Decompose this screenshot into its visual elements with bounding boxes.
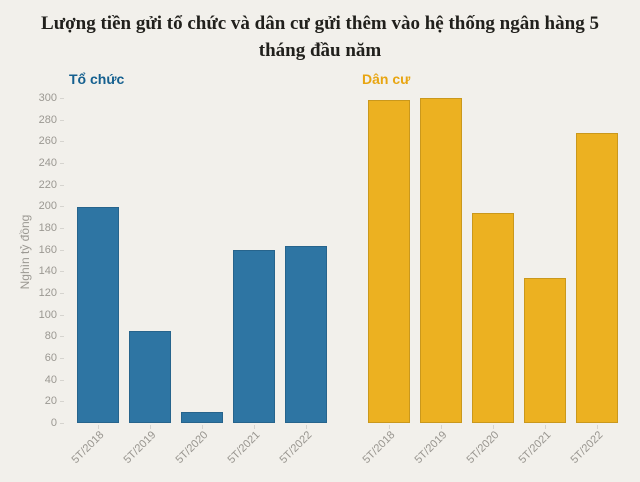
y-tick-label-80: 80	[44, 330, 57, 343]
x-tick-mark	[306, 425, 307, 429]
y-axis: 0 20 40 60 80 100 120 140 160 180 200 220 240 260 280 3…	[0, 93, 64, 429]
bar-5T-2021	[233, 250, 275, 423]
y-tick-mark	[60, 358, 64, 359]
y-tick-label-260: 260	[38, 135, 57, 148]
y-tick-mark	[60, 249, 64, 251]
y-tick-mark	[60, 228, 64, 229]
x-tick-label-5T-2019: 5T/2019	[412, 429, 450, 467]
x-tick-label-5T-2022: 5T/2022	[277, 429, 315, 467]
bar-5T-2021	[524, 278, 566, 423]
bar-5T-2022	[576, 133, 618, 423]
bar-5T-2019	[420, 98, 462, 423]
y-tick-label-0: 0	[50, 417, 57, 429]
x-tick-mark	[202, 425, 203, 429]
bar-5T-2020	[472, 213, 514, 423]
bar-5T-2019	[129, 331, 171, 423]
y-tick-mark	[60, 401, 64, 403]
y-tick-label-60: 60	[44, 352, 57, 364]
y-tick-mark	[60, 423, 64, 424]
y-tick-label-160: 160	[38, 243, 57, 256]
x-tick-mark	[441, 425, 442, 429]
x-tick-mark	[150, 425, 151, 429]
y-tick-mark	[60, 184, 64, 186]
x-tick-label-5T-2020: 5T/2020	[173, 429, 211, 467]
y-tick-mark	[60, 98, 64, 99]
bar-plot-residents: 5T/2018 5T/2019 5T/2020 5T/2021 5T/2022	[357, 98, 623, 466]
y-tick-label-240: 240	[38, 157, 57, 169]
x-tick-label-5T-2020: 5T/2020	[464, 429, 502, 467]
x-tick-label-5T-2019: 5T/2019	[121, 429, 159, 467]
x-tick-mark	[545, 425, 546, 429]
y-tick-mark	[60, 119, 64, 121]
y-tick-label-100: 100	[38, 308, 57, 321]
bar-5T-2018	[77, 207, 119, 423]
x-tick-label-5T-2018: 5T/2018	[360, 429, 398, 467]
y-tick-label-140: 140	[38, 265, 57, 278]
y-tick-label-220: 220	[38, 178, 57, 191]
series-label-organizations: Tổ chức	[69, 71, 125, 87]
y-tick-label-200: 200	[38, 200, 57, 213]
y-tick-mark	[60, 271, 64, 273]
x-tick-label-5T-2021: 5T/2021	[225, 429, 263, 467]
y-tick-mark	[60, 379, 64, 381]
x-tick-mark	[597, 425, 598, 429]
y-tick-mark	[60, 314, 64, 316]
y-tick-label-120: 120	[38, 287, 57, 299]
x-tick-label-5T-2021: 5T/2021	[516, 429, 554, 467]
series-label-residents: Dân cư	[362, 71, 411, 87]
bar-plot-organizations: 5T/2018 5T/2019 5T/2020 5T/2021 5T/2022	[66, 98, 332, 466]
bar-5T-2018	[368, 100, 410, 423]
y-tick-label-300: 300	[38, 92, 57, 104]
x-tick-mark	[98, 425, 99, 429]
x-tick-label-5T-2018: 5T/2018	[69, 429, 107, 467]
chart-title: Lượng tiền gửi tổ chức và dân cư gửi thê…	[41, 13, 599, 61]
bar-5T-2020	[181, 412, 223, 423]
y-tick-label-40: 40	[44, 373, 57, 386]
bar-5T-2022	[285, 246, 327, 423]
x-tick-mark	[493, 425, 494, 429]
y-tick-mark	[60, 293, 64, 294]
y-tick-mark	[60, 206, 64, 208]
y-tick-label-180: 180	[38, 222, 57, 234]
y-tick-mark	[60, 336, 64, 338]
y-tick-mark	[60, 163, 64, 164]
y-tick-label-20: 20	[44, 395, 57, 408]
x-tick-mark	[389, 425, 390, 429]
y-tick-mark	[60, 141, 64, 143]
y-tick-label-280: 280	[38, 113, 57, 126]
x-tick-mark	[254, 425, 255, 429]
x-tick-label-5T-2022: 5T/2022	[568, 429, 606, 467]
